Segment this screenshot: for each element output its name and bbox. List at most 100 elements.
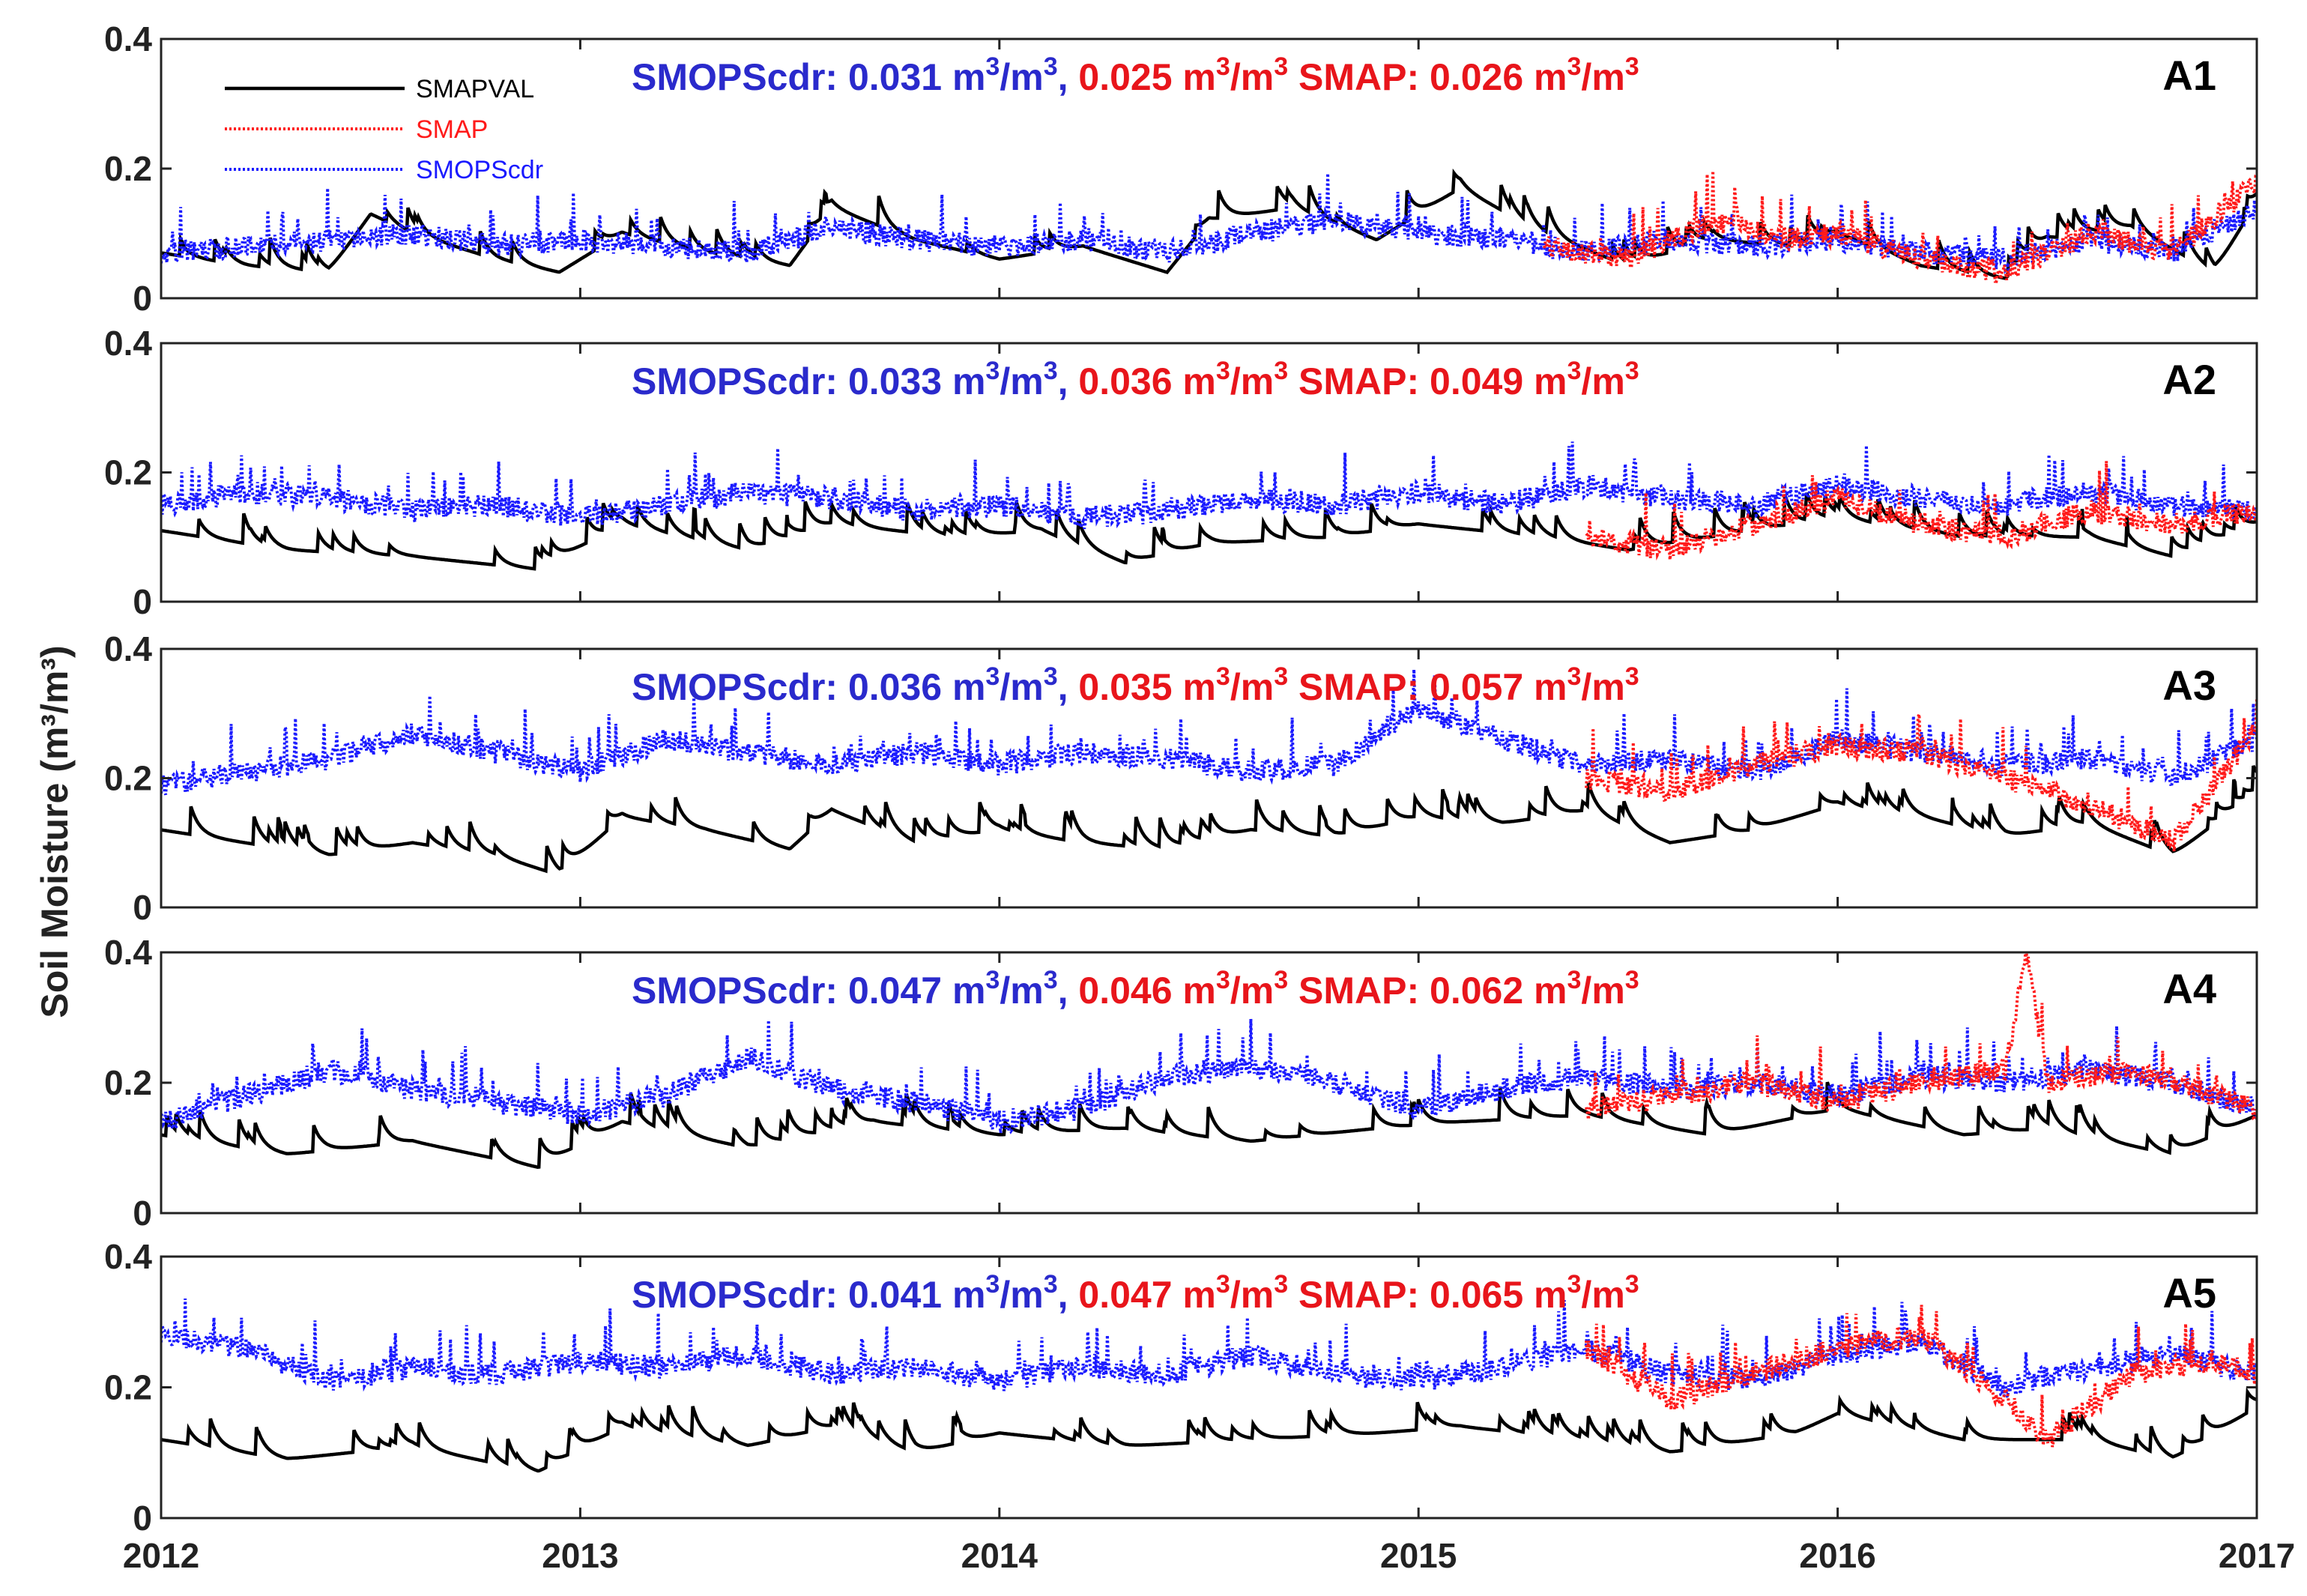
panel-plot-area (161, 168, 2257, 283)
stat-smopscdr-value: SMOPScdr: 0.036 m (632, 666, 985, 708)
y-axis-label: Soil Moisture (m³/m³) (34, 645, 76, 1018)
series-smapval-line (161, 168, 2257, 280)
unit-superscript: 3 (1274, 662, 1288, 691)
stat-smap-value: SMAP: 0.026 m (1298, 56, 1567, 98)
series-smap-line (1585, 699, 2257, 852)
unit-text: /m (1581, 1274, 1624, 1316)
unit-superscript: 3 (1044, 966, 1058, 994)
y-tick-label: 0.4 (104, 629, 152, 668)
panel-plot-area (161, 669, 2257, 874)
stat-separator: , (1058, 1274, 1079, 1316)
stat-separator: , (1058, 56, 1079, 98)
stat-separator (1288, 666, 1298, 708)
series-smapval-line (161, 765, 2257, 874)
unit-text: /m (1581, 970, 1624, 1012)
unit-text: /m (1230, 56, 1274, 98)
stat-separator: , (1058, 360, 1079, 402)
unit-superscript: 3 (985, 662, 1000, 691)
unit-text: /m (1581, 56, 1624, 98)
panel-label: A3 (2162, 662, 2216, 709)
stat-separator: , (1058, 970, 1079, 1012)
unit-superscript: 3 (1274, 357, 1288, 385)
stat-separator (1288, 56, 1298, 98)
unit-text: /m (1230, 666, 1274, 708)
y-tick-label: 0.2 (104, 1063, 152, 1102)
stat-smopscdr-value: SMOPScdr: 0.033 m (632, 360, 985, 402)
unit-superscript: 3 (1567, 662, 1582, 691)
panel-stats: SMOPScdr: 0.047 m3/m3, 0.046 m3/m3 SMAP:… (632, 966, 1639, 1012)
stat-separator (1288, 360, 1298, 402)
unit-superscript: 3 (1625, 1270, 1639, 1299)
unit-superscript: 3 (1625, 357, 1639, 385)
panel-plot-area (161, 1299, 2257, 1473)
unit-superscript: 3 (1216, 357, 1230, 385)
stat-smap-value: SMAP: 0.057 m (1298, 666, 1567, 708)
y-tick-label: 0.4 (104, 1237, 152, 1276)
unit-superscript: 3 (1216, 966, 1230, 994)
unit-superscript: 3 (1216, 1270, 1230, 1299)
x-tick-label: 2015 (1380, 1536, 1457, 1575)
panel-label: A4 (2162, 965, 2216, 1012)
y-tick-label: 0.2 (104, 1368, 152, 1407)
unit-superscript: 3 (1625, 966, 1639, 994)
series-smopscdr-line (161, 669, 2257, 796)
series-smopscdr-line (161, 1299, 2257, 1398)
unit-text: /m (1581, 360, 1624, 402)
unit-superscript: 3 (1567, 966, 1582, 994)
panel-label: A1 (2162, 52, 2216, 99)
y-tick-label: 0.2 (104, 149, 152, 188)
unit-superscript: 3 (1274, 966, 1288, 994)
unit-text: /m (1000, 666, 1043, 708)
stat-pair-value: 0.036 m (1078, 360, 1215, 402)
legend-label-smap: SMAP (416, 115, 488, 144)
series-smap-line (1585, 461, 2257, 561)
panel-plot-area (161, 441, 2257, 571)
unit-superscript: 3 (1625, 52, 1639, 81)
stat-separator: , (1058, 666, 1079, 708)
series-smap-line (1543, 171, 2257, 283)
x-axis: 2012 2013 2014 2015 2016 2017 (123, 1536, 2295, 1575)
y-tick-label: 0 (133, 888, 152, 927)
legend-label-smopscdr: SMOPScdr (416, 156, 543, 184)
x-tick-label: 2016 (1799, 1536, 1875, 1575)
stat-smap-value: SMAP: 0.065 m (1298, 1274, 1567, 1316)
unit-superscript: 3 (1044, 662, 1058, 691)
panel-stats: SMOPScdr: 0.041 m3/m3, 0.047 m3/m3 SMAP:… (632, 1270, 1639, 1316)
series-smapval-line (161, 1387, 2257, 1473)
unit-superscript: 3 (1625, 662, 1639, 691)
y-tick-label: 0 (133, 1194, 152, 1233)
unit-superscript: 3 (1274, 52, 1288, 81)
stat-pair-value: 0.047 m (1078, 1274, 1215, 1316)
unit-superscript: 3 (985, 357, 1000, 385)
panel-label: A2 (2162, 356, 2216, 403)
series-smopscdr-line (161, 441, 2257, 533)
y-tick-label: 0 (133, 582, 152, 621)
series-smapval-line (161, 492, 2257, 571)
unit-text: /m (1000, 970, 1043, 1012)
unit-text: /m (1000, 360, 1043, 402)
stat-smap-value: SMAP: 0.062 m (1298, 970, 1567, 1012)
panel-label: A5 (2162, 1269, 2216, 1317)
stat-separator (1288, 970, 1298, 1012)
y-tick-label: 0.4 (104, 933, 152, 972)
y-tick-label: 0 (133, 279, 152, 318)
legend-label-smapval: SMAPVAL (416, 75, 534, 103)
y-tick-label: 0 (133, 1499, 152, 1538)
unit-text: /m (1581, 666, 1624, 708)
unit-superscript: 3 (1567, 52, 1582, 81)
unit-superscript: 3 (1567, 357, 1582, 385)
stat-smopscdr-value: SMOPScdr: 0.047 m (632, 970, 985, 1012)
x-tick-label: 2013 (542, 1536, 618, 1575)
unit-text: /m (1230, 1274, 1274, 1316)
series-smap-line (1585, 1305, 2257, 1448)
unit-text: /m (1000, 56, 1043, 98)
stat-smopscdr-value: SMOPScdr: 0.031 m (632, 56, 985, 98)
y-tick-label: 0.4 (104, 19, 152, 58)
panel-stats: SMOPScdr: 0.031 m3/m3, 0.025 m3/m3 SMAP:… (632, 52, 1639, 98)
unit-text: /m (1000, 1274, 1043, 1316)
